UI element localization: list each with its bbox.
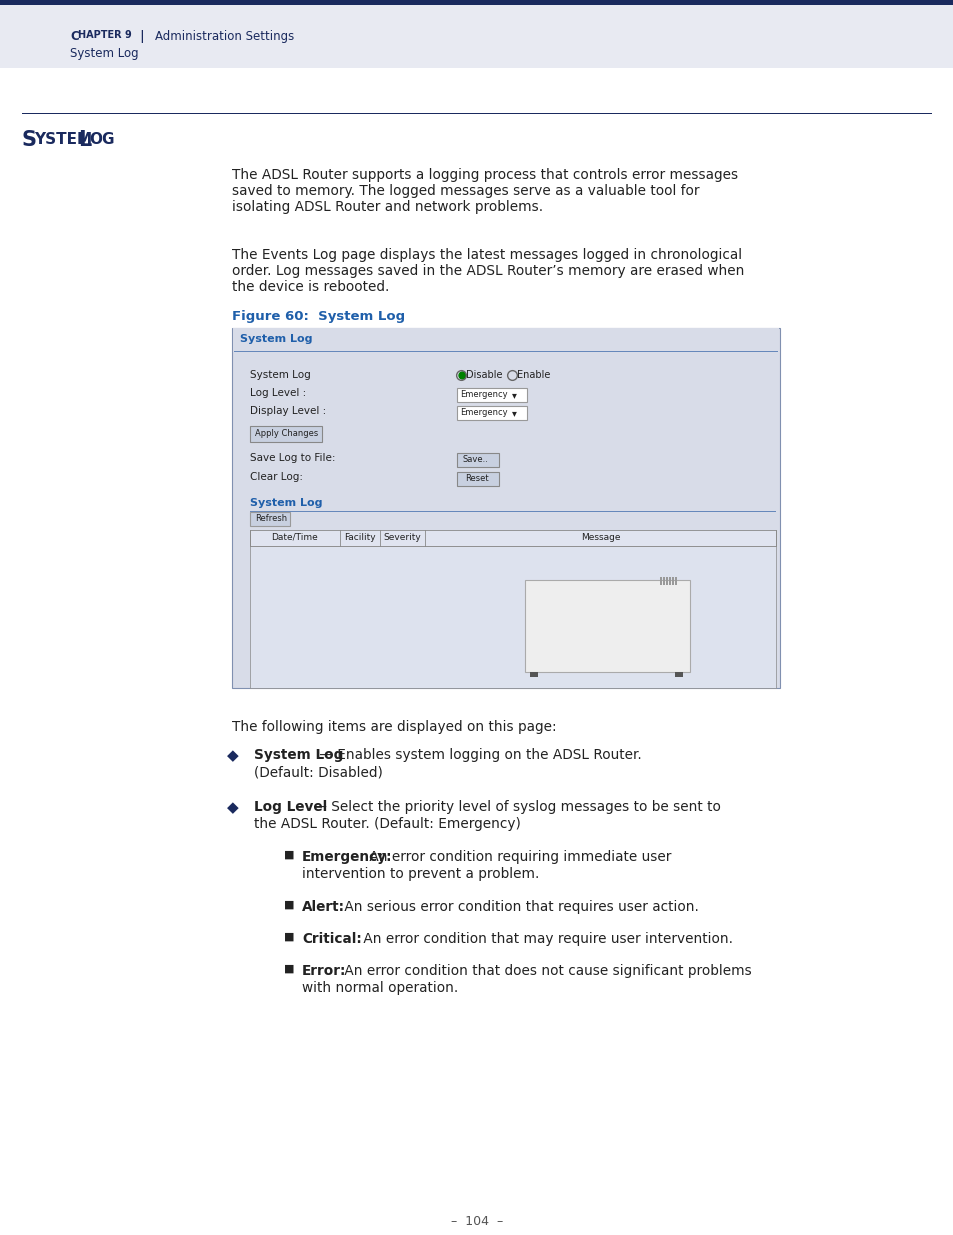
Bar [456, 388, 526, 403]
Text: C: C [70, 30, 79, 43]
Bar [456, 453, 498, 467]
Text: L: L [78, 130, 91, 149]
Text: ■: ■ [284, 965, 294, 974]
Bar [668, 577, 670, 585]
Text: Apply Changes: Apply Changes [254, 429, 318, 438]
Text: ■: ■ [284, 932, 294, 942]
Text: |: | [132, 30, 152, 43]
Text: (Default: Disabled): (Default: Disabled) [253, 764, 382, 779]
Text: HAPTER 9: HAPTER 9 [78, 30, 132, 40]
Text: with normal operation.: with normal operation. [302, 981, 457, 995]
Bar [671, 577, 673, 585]
Text: Administration Settings: Administration Settings [154, 30, 294, 43]
Text: Emergency: Emergency [459, 408, 507, 417]
Bar [22, 112, 931, 114]
Bar [232, 329, 780, 688]
Bar [675, 577, 677, 585]
Text: the device is rebooted.: the device is rebooted. [232, 280, 389, 294]
Text: order. Log messages saved in the ADSL Router’s memory are erased when: order. Log messages saved in the ADSL Ro… [232, 264, 743, 278]
Bar [524, 580, 689, 672]
Text: System Log: System Log [250, 370, 311, 380]
Bar [250, 426, 322, 442]
Text: Date/Time: Date/Time [272, 534, 318, 542]
Text: Disable: Disable [465, 370, 502, 380]
Bar [530, 672, 537, 677]
Bar [0, 0, 953, 5]
Text: — Enables system logging on the ADSL Router.: — Enables system logging on the ADSL Rou… [314, 748, 641, 762]
Text: Save Log to File:: Save Log to File: [250, 453, 335, 463]
Bar [250, 530, 775, 546]
Bar [456, 472, 498, 487]
Text: YSTEM: YSTEM [34, 132, 92, 147]
Text: saved to memory. The logged messages serve as a valuable tool for: saved to memory. The logged messages ser… [232, 184, 699, 198]
Bar [456, 406, 526, 420]
Text: System Log: System Log [253, 748, 343, 762]
Text: ◆: ◆ [227, 800, 238, 815]
Bar [659, 577, 661, 585]
Text: Reset: Reset [464, 474, 488, 483]
Text: The following items are displayed on this page:: The following items are displayed on thi… [232, 720, 556, 734]
Text: OG: OG [89, 132, 114, 147]
Bar [665, 577, 667, 585]
Text: Log Level: Log Level [253, 800, 327, 814]
Text: Alert:: Alert: [302, 900, 345, 914]
Text: ■: ■ [284, 900, 294, 910]
Text: ▾: ▾ [512, 408, 517, 417]
Text: Error:: Error: [302, 965, 346, 978]
Text: Message: Message [580, 534, 619, 542]
Bar [250, 546, 775, 688]
Text: ◆: ◆ [227, 748, 238, 763]
Text: ▾: ▾ [512, 390, 517, 400]
Text: Facility: Facility [344, 534, 375, 542]
Text: isolating ADSL Router and network problems.: isolating ADSL Router and network proble… [232, 200, 542, 214]
Text: System Log: System Log [240, 333, 313, 345]
Text: The Events Log page displays the latest messages logged in chronological: The Events Log page displays the latest … [232, 248, 741, 262]
Text: intervention to prevent a problem.: intervention to prevent a problem. [302, 867, 538, 881]
Text: the ADSL Router. (Default: Emergency): the ADSL Router. (Default: Emergency) [253, 818, 520, 831]
Text: — Select the priority level of syslog messages to be sent to: — Select the priority level of syslog me… [309, 800, 720, 814]
Text: ■: ■ [284, 850, 294, 860]
Text: System Log: System Log [250, 498, 322, 508]
Text: Severity: Severity [383, 534, 421, 542]
Text: –  104  –: – 104 – [451, 1215, 502, 1228]
Text: Enable: Enable [517, 370, 550, 380]
Text: System Log: System Log [70, 47, 138, 61]
Bar [662, 577, 664, 585]
Text: Refresh: Refresh [254, 514, 287, 522]
Text: An error condition requiring immediate user: An error condition requiring immediate u… [365, 850, 671, 864]
Bar [0, 5, 953, 68]
Text: The ADSL Router supports a logging process that controls error messages: The ADSL Router supports a logging proce… [232, 168, 738, 182]
Text: An error condition that may require user intervention.: An error condition that may require user… [358, 932, 732, 946]
Text: Emergency:: Emergency: [302, 850, 392, 864]
Text: An serious error condition that requires user action.: An serious error condition that requires… [339, 900, 698, 914]
Text: Critical:: Critical: [302, 932, 361, 946]
Bar [250, 513, 290, 526]
Text: An error condition that does not cause significant problems: An error condition that does not cause s… [339, 965, 751, 978]
Text: Save..: Save.. [462, 454, 488, 464]
Bar [233, 329, 779, 352]
Bar [675, 672, 682, 677]
Text: Log Level :: Log Level : [250, 388, 306, 398]
Text: S: S [22, 130, 37, 149]
Text: Figure 60:  System Log: Figure 60: System Log [232, 310, 405, 324]
Text: Display Level :: Display Level : [250, 406, 326, 416]
Text: Clear Log:: Clear Log: [250, 472, 303, 482]
Text: Emergency: Emergency [459, 390, 507, 399]
